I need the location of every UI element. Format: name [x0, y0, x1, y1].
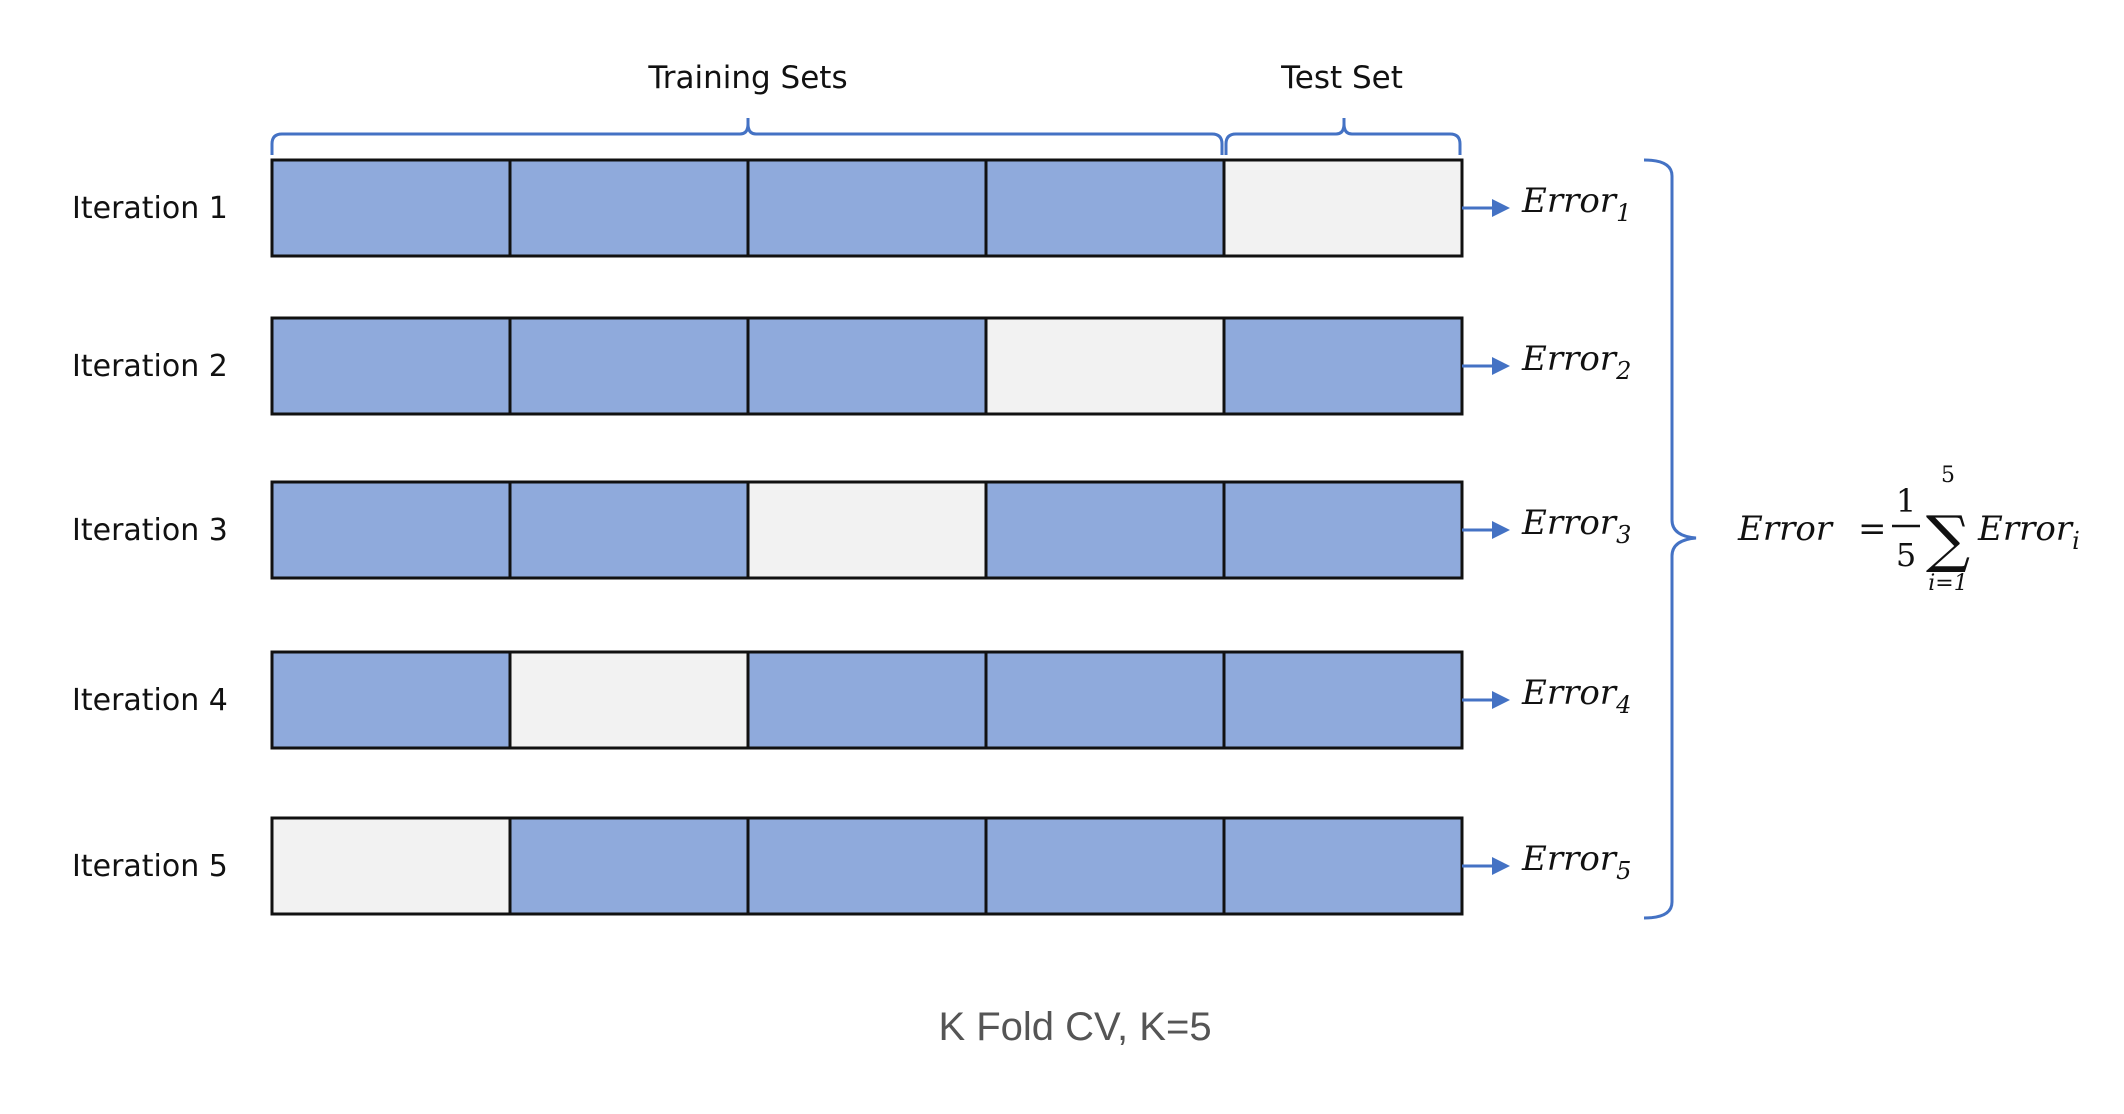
training-fold	[270, 158, 512, 258]
training-fold	[1222, 316, 1464, 416]
test-set-label: Test Set	[1280, 60, 1403, 96]
error-label: Error1	[1521, 181, 1631, 227]
sum-lower-limit: i=1	[1928, 571, 1967, 596]
iteration-label: Iteration 2	[72, 349, 228, 384]
iteration-label: Iteration 5	[72, 849, 228, 884]
training-fold	[746, 650, 988, 750]
error-label-subscript: 4	[1615, 691, 1631, 719]
error-label: Error3	[1521, 503, 1631, 549]
training-fold	[746, 316, 988, 416]
error-label-base: Error	[1521, 673, 1618, 713]
test-fold	[508, 650, 750, 750]
training-fold	[508, 480, 750, 580]
error-arrow-head	[1492, 857, 1510, 875]
training-fold	[984, 480, 1226, 580]
error-label-subscript: 2	[1615, 357, 1631, 385]
error-arrow-head	[1492, 357, 1510, 375]
error-label-subscript: 1	[1616, 199, 1631, 227]
iteration-row: Iteration 4 Error4	[72, 650, 1631, 750]
training-fold	[270, 480, 512, 580]
sum-upper-limit: 5	[1941, 463, 1955, 488]
training-fold	[508, 316, 750, 416]
formula-lhs: Error	[1737, 509, 1834, 549]
error-label-base: Error	[1521, 503, 1618, 543]
test-fold	[270, 816, 512, 916]
training-sets-label: Training Sets	[647, 60, 847, 96]
formula-denominator: 5	[1896, 536, 1916, 574]
training-fold	[746, 158, 988, 258]
average-error-formula: Error = 1 5 ∑ 5 i=1 Errori	[1737, 463, 2080, 596]
iteration-label: Iteration 4	[72, 683, 228, 718]
iteration-label: Iteration 3	[72, 513, 228, 548]
training-fold	[270, 650, 512, 750]
test-fold	[984, 316, 1226, 416]
training-fold	[984, 158, 1226, 258]
iteration-row: Iteration 2 Error2	[72, 316, 1631, 416]
training-fold	[1222, 816, 1464, 916]
error-label-base: Error	[1521, 339, 1618, 379]
error-label: Error5	[1521, 839, 1631, 885]
error-arrow-head	[1492, 199, 1510, 217]
training-fold	[984, 650, 1226, 750]
training-fold	[508, 158, 750, 258]
error-label-subscript: 3	[1616, 521, 1631, 549]
error-label: Error4	[1521, 673, 1631, 719]
diagram-caption: K Fold CV, K=5	[938, 1005, 1211, 1049]
training-brace	[270, 118, 1224, 155]
formula-term-sub: i	[2072, 527, 2080, 555]
training-fold	[1222, 480, 1464, 580]
training-fold	[746, 816, 988, 916]
training-fold	[508, 816, 750, 916]
training-fold	[1222, 650, 1464, 750]
error-label-subscript: 5	[1616, 857, 1631, 885]
test-fold	[1222, 158, 1464, 258]
error-label-base: Error	[1521, 839, 1618, 879]
iteration-label: Iteration 1	[72, 191, 228, 226]
error-label: Error2	[1521, 339, 1631, 385]
formula-term-base: Error	[1977, 509, 2074, 549]
training-fold	[270, 316, 512, 416]
test-fold	[746, 480, 988, 580]
formula-term: Errori	[1977, 509, 2080, 555]
iteration-row: Iteration 3 Error3	[72, 480, 1631, 580]
training-fold	[984, 816, 1226, 916]
error-arrow-head	[1492, 521, 1510, 539]
error-arrow-head	[1492, 691, 1510, 709]
formula-equals: =	[1858, 509, 1887, 549]
error-label-base: Error	[1521, 181, 1618, 221]
test-brace	[1224, 118, 1462, 155]
iteration-row: Iteration 5 Error5	[72, 816, 1631, 916]
iteration-row: Iteration 1 Error1	[72, 158, 1631, 258]
sum-symbol: ∑	[1926, 502, 1970, 575]
summary-brace	[1643, 158, 1697, 920]
formula-numerator: 1	[1896, 482, 1916, 520]
